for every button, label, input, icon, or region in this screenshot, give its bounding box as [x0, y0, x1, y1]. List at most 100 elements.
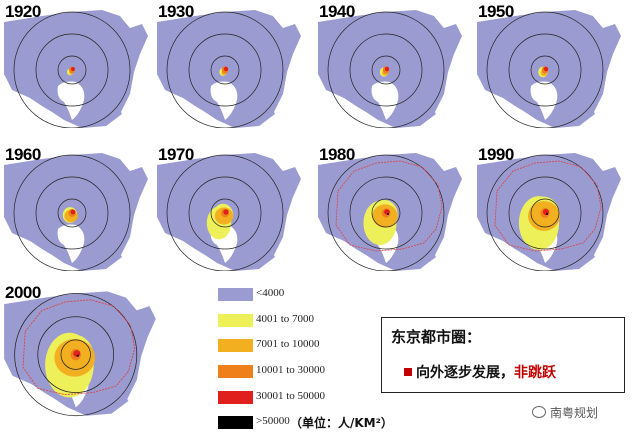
distance-ring [349, 33, 423, 107]
map-panel-1970: 1970 [155, 145, 305, 271]
legend-swatch [218, 339, 253, 352]
map-panel-1990: 1990 [475, 145, 625, 271]
density-over-50000 [387, 213, 389, 215]
map-1940 [318, 6, 462, 128]
land-area [157, 10, 301, 128]
lake-water [593, 149, 609, 171]
density-30001-50000 [543, 66, 549, 72]
legend-unit: （单位：人/KM²） [290, 416, 393, 430]
lake-water [126, 287, 144, 311]
distance-ring [508, 176, 582, 250]
peninsula-area [400, 238, 436, 269]
distance-ring [166, 154, 284, 271]
map-1930 [157, 6, 301, 128]
distance-ring [371, 55, 401, 85]
map-1950 [477, 6, 621, 128]
peninsula-area [559, 95, 595, 126]
bay-water [57, 81, 85, 120]
metro-boundary [335, 160, 443, 252]
lake-water [434, 6, 450, 28]
annotation-text: 向外逐步发展， [416, 365, 514, 381]
peninsula-area [239, 95, 275, 126]
land-area [477, 10, 621, 128]
legend-swatch [218, 288, 253, 301]
legend-swatch [218, 314, 253, 327]
distance-ring [188, 176, 262, 250]
distance-ring [327, 154, 445, 271]
peninsula-area [400, 95, 436, 126]
distance-ring [210, 198, 240, 228]
density-30001-50000 [73, 350, 81, 358]
density-30001-50000 [384, 209, 390, 215]
legend-label: 10001 to 30000 [256, 364, 326, 376]
density-30001-50000 [384, 66, 390, 72]
peninsula-area [86, 95, 122, 126]
legend-label: 30001 to 50000 [256, 390, 326, 402]
density-30001-50000 [70, 209, 76, 215]
density-30001-50000 [542, 208, 550, 216]
distance-ring [35, 33, 109, 107]
year-label: 1930 [158, 2, 194, 21]
lake-water [273, 6, 289, 28]
density-30001-50000 [223, 209, 229, 215]
lake-water [120, 149, 136, 171]
peninsula-area [86, 238, 122, 269]
map-panel-1960: 1960 [2, 145, 152, 271]
year-label: 1990 [478, 145, 514, 164]
peninsula-area [90, 381, 129, 414]
distance-ring [35, 176, 109, 250]
distance-ring [13, 11, 131, 128]
legend-label: <4000 [256, 287, 285, 299]
distance-ring [530, 55, 560, 85]
distance-ring [486, 154, 604, 271]
metro-boundary [22, 299, 136, 396]
distance-ring [13, 154, 131, 271]
distance-ring [371, 198, 401, 228]
watermark: 南粤规划 [532, 404, 598, 421]
year-label: 1960 [5, 145, 41, 164]
distance-ring [188, 33, 262, 107]
map-1960 [4, 149, 148, 271]
lake-water [120, 6, 136, 28]
distance-ring [530, 198, 560, 228]
density-over-50000 [546, 213, 548, 215]
annotation-box: 东京都市圈： 向外逐步发展，非跳跃 [381, 317, 625, 393]
year-label: 1920 [5, 2, 41, 21]
year-label: 1970 [158, 145, 194, 164]
map-panel-1920: 1920 [2, 2, 152, 128]
bay-water [530, 81, 558, 120]
map-panel-2000: 2000 [2, 283, 160, 418]
year-label: 1950 [478, 2, 514, 21]
map-panel-1940: 1940 [316, 2, 466, 128]
year-label: 1980 [319, 145, 355, 164]
density-over-50000 [76, 354, 79, 357]
map-1920 [4, 6, 148, 128]
year-label: 1940 [319, 2, 355, 21]
wechat-icon [532, 406, 546, 418]
map-panel-1980: 1980 [316, 145, 466, 271]
bay-water [210, 81, 238, 120]
land-area [4, 10, 148, 128]
map-panel-1950: 1950 [475, 2, 625, 128]
lake-water [434, 149, 450, 171]
distance-ring [210, 55, 240, 85]
peninsula-area [239, 238, 275, 269]
lake-water [273, 149, 289, 171]
distance-ring [57, 198, 87, 228]
map-1980 [318, 149, 462, 271]
peninsula-area [559, 238, 595, 269]
distance-ring [37, 316, 115, 393]
distance-ring [57, 55, 87, 85]
legend-swatch [218, 365, 253, 378]
legend-label: 7001 to 10000 [256, 338, 320, 350]
watermark-text: 南粤规划 [550, 406, 599, 420]
map-panel-1930: 1930 [155, 2, 305, 128]
distance-ring [14, 293, 138, 417]
land-area [318, 10, 462, 128]
distance-ring [349, 176, 423, 250]
distance-ring [508, 33, 582, 107]
map-1990 [477, 149, 621, 271]
density-30001-50000 [71, 67, 75, 71]
annotation-emphasis: 非跳跃 [514, 365, 556, 381]
distance-ring [166, 11, 284, 128]
